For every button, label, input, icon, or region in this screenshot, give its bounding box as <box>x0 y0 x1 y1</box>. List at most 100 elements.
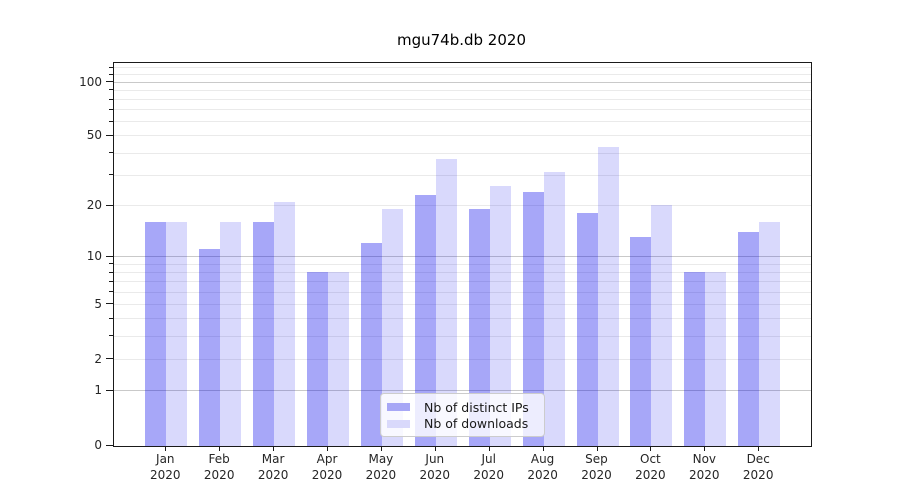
y-axis-minor-tick <box>109 317 113 319</box>
legend-item: Nb of downloads <box>387 416 538 432</box>
y-tick-label: 2 <box>94 351 102 366</box>
x-axis-tick <box>704 446 706 451</box>
x-tick-label: Dec 2020 <box>742 452 774 482</box>
gridline-minor <box>114 272 811 273</box>
x-tick-label: Apr 2020 <box>311 452 343 482</box>
bar-distinct-ips <box>630 237 652 446</box>
x-tick-label: May 2020 <box>365 452 397 482</box>
plot-area <box>113 62 812 447</box>
y-axis-minor-tick <box>109 108 113 110</box>
bar-downloads <box>435 158 457 446</box>
y-axis-tick <box>106 303 113 305</box>
gridline-major <box>114 390 811 392</box>
y-axis-minor-tick <box>109 263 113 265</box>
bar-downloads <box>220 221 242 446</box>
bar-distinct-ips <box>307 272 328 446</box>
bar-distinct-ips <box>684 272 706 446</box>
x-axis-tick <box>542 446 544 451</box>
x-axis-tick <box>165 446 167 451</box>
bar-distinct-ips <box>360 243 382 446</box>
y-tick-label: 1 <box>94 383 102 398</box>
gridline-minor <box>114 281 811 283</box>
y-tick-label: 50 <box>86 128 102 143</box>
x-tick-label: Sep 2020 <box>581 452 612 482</box>
x-tick-label: Jun 2020 <box>419 452 451 482</box>
gridline-minor <box>114 99 811 100</box>
legend-swatch-distinct-ips <box>387 403 410 412</box>
y-axis-tick <box>106 81 113 83</box>
y-tick-label: 20 <box>86 198 102 213</box>
x-tick-label: Feb 2020 <box>203 452 235 482</box>
gridline-minor <box>114 303 811 305</box>
bar-downloads <box>705 272 727 446</box>
bar-distinct-ips <box>738 231 760 446</box>
gridline-minor <box>114 121 811 123</box>
y-axis-minor-tick <box>109 98 113 100</box>
bar-distinct-ips <box>576 213 598 446</box>
gridline-minor <box>114 135 811 137</box>
legend-swatch-downloads <box>387 419 410 428</box>
x-axis-tick <box>327 446 328 451</box>
gridline-minor <box>114 109 811 111</box>
x-axis-tick <box>596 446 598 451</box>
y-axis-tick <box>106 389 113 391</box>
y-axis-minor-tick <box>109 120 113 122</box>
y-axis-minor-tick <box>109 335 113 337</box>
x-axis-tick <box>219 446 221 451</box>
gridline-minor <box>114 318 811 320</box>
gridline-minor <box>114 358 811 360</box>
y-axis-minor-tick <box>109 291 113 293</box>
x-tick-label: Nov 2020 <box>689 452 720 482</box>
bar-downloads <box>166 221 188 446</box>
y-axis-minor-tick <box>109 174 113 176</box>
bar-distinct-ips <box>414 194 436 446</box>
chart-title: mgu74b.db 2020 <box>396 31 526 49</box>
legend-label-distinct-ips: Nb of distinct IPs <box>424 399 529 415</box>
x-axis-tick <box>650 446 652 451</box>
x-axis-tick <box>758 446 760 451</box>
legend-label-downloads: Nb of downloads <box>424 416 529 432</box>
bar-downloads <box>543 172 565 446</box>
gridline-major <box>114 81 811 83</box>
y-axis-tick <box>106 204 113 206</box>
legend-item: Nb of distinct IPs <box>387 399 538 415</box>
legend: Nb of distinct IPs Nb of downloads <box>380 393 545 437</box>
y-tick-label: 5 <box>94 296 102 311</box>
x-axis-tick <box>273 446 275 451</box>
y-axis-minor-tick <box>109 66 113 68</box>
bar-downloads <box>651 205 673 446</box>
bar-downloads <box>381 209 403 446</box>
bar-distinct-ips <box>199 249 221 446</box>
bar-distinct-ips <box>145 221 167 446</box>
gridline-major <box>114 256 811 258</box>
x-tick-label: Oct 2020 <box>635 452 666 482</box>
y-axis-minor-tick <box>109 271 113 273</box>
bar-downloads <box>489 185 511 446</box>
y-axis-minor-tick <box>109 73 113 75</box>
x-axis-tick <box>488 446 490 451</box>
gridline-minor <box>114 74 811 76</box>
gridline-minor <box>114 205 811 207</box>
x-tick-label: Mar 2020 <box>257 452 289 482</box>
y-axis-tick <box>106 255 113 257</box>
y-tick-label: 100 <box>79 74 102 89</box>
bar-downloads <box>597 147 619 446</box>
x-tick-label: Jan 2020 <box>150 452 181 482</box>
y-axis-minor-tick <box>109 89 113 91</box>
bar-distinct-ips <box>468 209 490 446</box>
gridline-minor <box>114 152 811 154</box>
y-axis-minor-tick <box>109 280 113 282</box>
x-axis-tick <box>380 446 382 451</box>
y-axis-minor-tick <box>109 152 113 154</box>
x-tick-label: Jul 2020 <box>473 452 504 482</box>
x-tick-label: Aug 2020 <box>527 452 558 482</box>
bar-downloads <box>328 272 349 446</box>
y-tick-label: 10 <box>86 249 102 264</box>
y-axis-tick <box>106 444 113 446</box>
y-tick-label: 0 <box>94 438 102 452</box>
x-axis-tick <box>434 446 436 451</box>
bar-downloads <box>274 201 296 446</box>
bar-distinct-ips <box>522 191 544 446</box>
y-axis-tick <box>106 134 113 136</box>
